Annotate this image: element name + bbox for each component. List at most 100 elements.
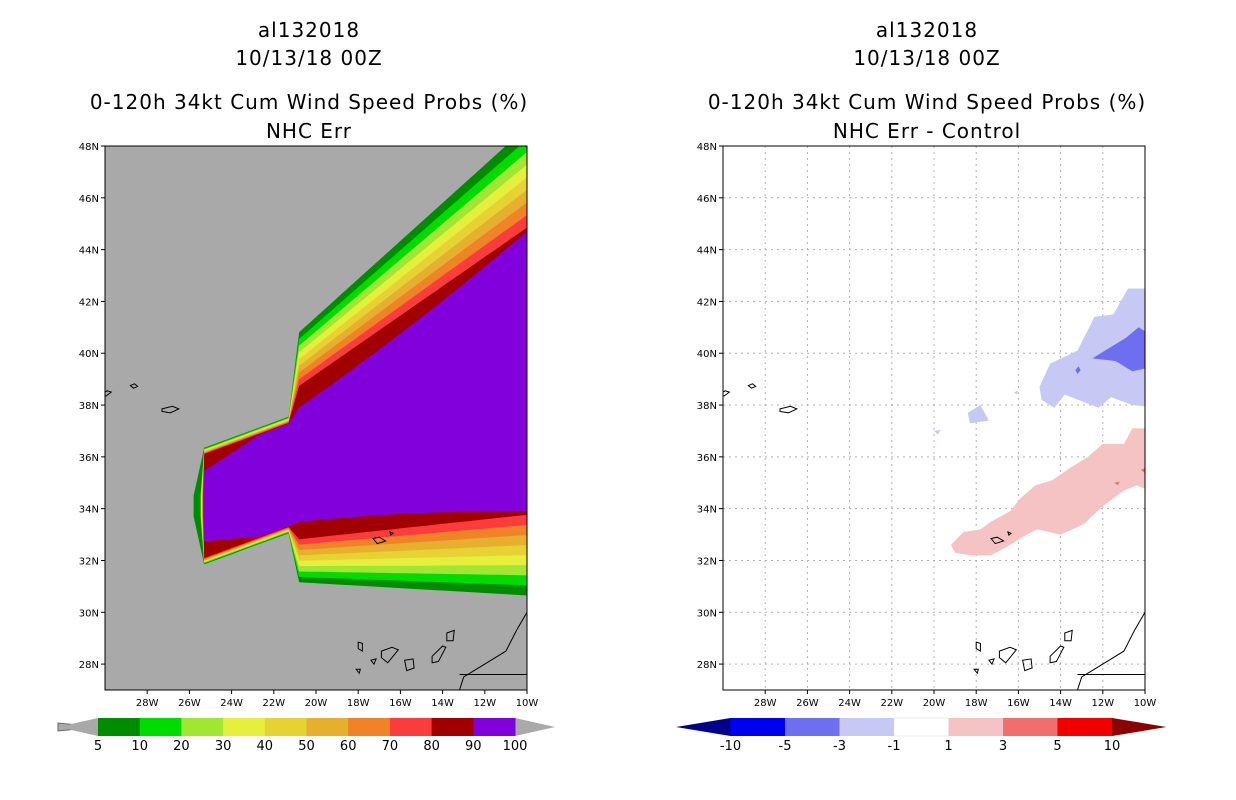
right-map-svg: 28W 26W 24W 22W 20W 18W 16W 14W 12W 10W 28N 30N 32N 3…	[676, 142, 1167, 754]
probability-bands	[193, 146, 527, 596]
colorbar: 5 10 20 30 40 50 60 70 80 90 100	[57, 718, 555, 754]
negative-difference-core	[1075, 366, 1081, 374]
colorbar-swatch	[1057, 718, 1113, 736]
colorbar-label: -3	[833, 739, 846, 754]
colorbar-swatch	[306, 718, 349, 736]
x-tick-label: 26W	[178, 698, 201, 709]
x-tick-label: 16W	[389, 698, 412, 709]
colorbar-label: -10	[720, 739, 741, 754]
axis-ticks: 28W 26W 24W 22W 20W 18W 16W 14W 12W 10W 28N 30N 32N 3…	[697, 142, 1157, 709]
y-tick-label: 38N	[79, 401, 99, 412]
x-tick-label: 10W	[516, 698, 539, 709]
island-outline	[990, 536, 1005, 545]
y-tick-label: 32N	[697, 556, 717, 567]
y-tick-label: 40N	[697, 349, 717, 360]
colorbar-label: 40	[257, 739, 274, 754]
colorbar-swatch	[139, 718, 182, 736]
left-chart-panel: al132018 10/13/18 00Z 0-120h 34kt Cum Wi…	[57, 18, 555, 754]
x-tick-label: 14W	[1049, 698, 1072, 709]
x-tick-label: 22W	[262, 698, 285, 709]
colorbar-label: 5	[94, 739, 102, 754]
colorbar-swatch	[948, 718, 1004, 736]
island-outline	[988, 658, 995, 666]
colorbar-extend-right	[515, 718, 555, 736]
colorbar-label: -5	[779, 739, 792, 754]
island-outline	[446, 629, 455, 642]
x-tick-label: 24W	[220, 698, 243, 709]
island-outline	[431, 645, 447, 664]
y-tick-label: 32N	[79, 556, 99, 567]
colorbar-extend-right	[1112, 718, 1167, 736]
colorbar-swatch	[1003, 718, 1058, 736]
x-tick-label: 28W	[754, 698, 777, 709]
y-tick-label: 36N	[697, 453, 717, 464]
island-outline	[380, 646, 400, 664]
colorbar-swatch	[264, 718, 307, 736]
colorbar-label: 5	[1053, 739, 1061, 754]
x-tick-label: 22W	[880, 698, 903, 709]
probability-band	[203, 231, 527, 542]
colorbar-swatch	[348, 718, 391, 736]
negative-difference-area	[934, 429, 941, 435]
positive-difference-speck	[1114, 481, 1120, 486]
positive-difference-area	[950, 428, 1145, 556]
y-tick-label: 38N	[697, 401, 717, 412]
subtitle: NHC Err - Control	[832, 119, 1022, 143]
africa-coastline	[1077, 612, 1145, 690]
colorbar-label: 100	[503, 739, 528, 754]
island-outline	[129, 383, 139, 389]
y-tick-label: 44N	[697, 246, 717, 257]
y-tick-label: 44N	[79, 246, 99, 257]
colorbar-swatch	[785, 718, 840, 736]
island-outline	[975, 641, 981, 652]
storm-id-title: al132018	[875, 18, 979, 42]
island-outline	[1064, 629, 1073, 642]
x-tick-label: 20W	[305, 698, 328, 709]
y-tick-label: 28N	[79, 660, 99, 671]
colorbar-label: 3	[999, 739, 1007, 754]
left-map-svg: 28W 26W 24W 22W 20W 18W 16W 14W 12W 10W 28N 30N 32N 3…	[57, 142, 555, 754]
colorbar-label: 50	[298, 739, 315, 754]
negative-difference-core	[1092, 327, 1145, 372]
y-tick-label: 28N	[697, 660, 717, 671]
y-tick-label: 34N	[697, 505, 717, 516]
colorbar-swatch	[98, 718, 141, 736]
subtitle: NHC Err	[265, 119, 353, 143]
colorbar-swatch	[839, 718, 895, 736]
colorbar: -10 -5 -3 -1 1 3 5 10	[676, 717, 1167, 754]
date-title: 10/13/18 00Z	[853, 46, 1001, 70]
colorbar-label: 1	[944, 739, 952, 754]
island-outline	[973, 668, 979, 675]
island-outline	[1022, 658, 1033, 672]
colorbar-extend-left	[676, 718, 731, 736]
y-tick-label: 48N	[79, 142, 99, 153]
island-outline	[161, 405, 181, 414]
x-tick-label: 24W	[838, 698, 861, 709]
x-tick-label: 10W	[1134, 698, 1157, 709]
x-tick-label: 16W	[1007, 698, 1030, 709]
island-outline	[404, 658, 415, 672]
x-tick-label: 28W	[136, 698, 159, 709]
island-outline	[372, 536, 387, 545]
colorbar-label: 80	[423, 739, 440, 754]
y-tick-label: 46N	[697, 194, 717, 205]
island-outline	[355, 668, 361, 675]
island-outline	[389, 531, 394, 536]
x-tick-label: 26W	[796, 698, 819, 709]
colorbar-label: 10	[1104, 739, 1121, 754]
date-title: 10/13/18 00Z	[235, 46, 383, 70]
colorbar-swatch	[181, 718, 224, 736]
y-tick-label: 30N	[79, 608, 99, 619]
product-title: 0-120h 34kt Cum Wind Speed Probs (%)	[707, 90, 1147, 114]
x-tick-label: 14W	[431, 698, 454, 709]
negative-difference-area	[1039, 288, 1145, 408]
y-tick-label: 42N	[79, 297, 99, 308]
island-outline	[747, 383, 757, 389]
product-title: 0-120h 34kt Cum Wind Speed Probs (%)	[89, 90, 529, 114]
negative-difference-area	[967, 405, 989, 424]
y-tick-label: 30N	[697, 608, 717, 619]
colorbar-extend-left	[58, 718, 98, 736]
x-tick-label: 18W	[965, 698, 988, 709]
x-tick-label: 18W	[347, 698, 370, 709]
y-tick-label: 48N	[697, 142, 717, 153]
